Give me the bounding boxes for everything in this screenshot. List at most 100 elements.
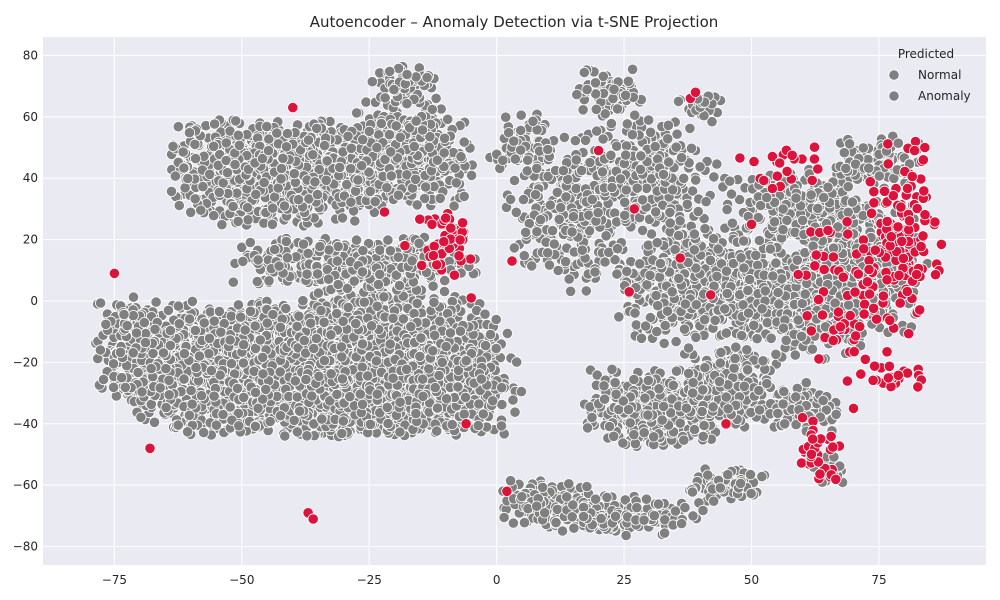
normal-point xyxy=(294,405,306,417)
normal-point xyxy=(118,308,130,321)
normal-point xyxy=(429,329,441,341)
normal-point xyxy=(440,340,452,353)
normal-point xyxy=(417,373,429,385)
normal-point xyxy=(203,332,216,344)
normal-point xyxy=(325,329,337,341)
normal-point xyxy=(444,327,456,339)
normal-point xyxy=(231,382,244,394)
y-tick-label: −80 xyxy=(13,540,38,554)
normal-point xyxy=(178,373,190,385)
normal-point xyxy=(252,402,264,414)
normal-point xyxy=(315,304,327,317)
normal-point xyxy=(454,325,466,337)
data-points xyxy=(90,60,948,542)
normal-point xyxy=(507,394,519,406)
normal-point xyxy=(257,368,269,380)
normal-point xyxy=(291,320,303,332)
normal-point xyxy=(364,418,376,430)
normal-point xyxy=(208,390,220,402)
normal-point xyxy=(331,388,343,400)
normal-point xyxy=(337,415,349,427)
normal-point xyxy=(434,315,446,327)
x-tick-label: −25 xyxy=(357,573,382,587)
normal-point xyxy=(116,372,128,384)
normal-point xyxy=(475,373,487,385)
normal-point xyxy=(501,327,513,339)
normal-point xyxy=(405,321,417,333)
normal-point xyxy=(163,374,175,386)
normal-point xyxy=(238,391,250,403)
normal-point xyxy=(254,334,266,346)
x-tick-label: 25 xyxy=(616,573,631,587)
normal-point xyxy=(235,311,247,323)
normal-point xyxy=(305,317,317,329)
normal-point xyxy=(370,355,382,367)
normal-point xyxy=(138,316,150,329)
normal-point xyxy=(365,320,378,332)
normal-point xyxy=(132,366,144,379)
normal-point xyxy=(312,287,324,299)
normal-point xyxy=(264,415,276,428)
normal-point xyxy=(496,382,508,394)
normal-point xyxy=(431,402,444,414)
normal-point xyxy=(190,361,202,374)
normal-point xyxy=(244,305,257,317)
normal-point xyxy=(233,420,245,432)
normal-point xyxy=(484,328,497,341)
normal-point xyxy=(342,301,354,313)
normal-point xyxy=(279,430,291,442)
normal-point xyxy=(157,347,170,359)
normal-point xyxy=(127,291,140,303)
normal-point xyxy=(487,395,499,407)
normal-point xyxy=(249,320,261,332)
normal-point xyxy=(189,324,201,337)
normal-point xyxy=(186,398,198,410)
normal-point xyxy=(336,373,349,385)
normal-point xyxy=(163,389,175,401)
normal-point xyxy=(325,368,337,380)
normal-point xyxy=(387,372,399,384)
normal-point xyxy=(238,339,250,351)
normal-point xyxy=(291,426,303,438)
normal-point xyxy=(316,413,328,425)
normal-point xyxy=(198,426,210,439)
normal-point xyxy=(172,300,184,312)
normal-point xyxy=(429,381,441,394)
normal-point xyxy=(431,425,443,437)
normal-point xyxy=(94,344,107,356)
normal-point xyxy=(423,363,435,375)
normal-point xyxy=(95,297,107,309)
normal-point xyxy=(378,291,390,303)
normal-point xyxy=(308,342,320,355)
normal-point xyxy=(186,295,198,307)
normal-point xyxy=(224,334,236,346)
normal-point xyxy=(288,414,300,426)
normal-point xyxy=(400,363,413,375)
normal-point xyxy=(205,365,217,377)
normal-point xyxy=(495,420,508,432)
normal-point xyxy=(280,302,292,315)
normal-point xyxy=(417,390,429,402)
normal-point xyxy=(237,357,249,369)
normal-point xyxy=(490,313,502,326)
normal-point xyxy=(479,339,492,352)
normal-point xyxy=(100,318,112,330)
normal-point xyxy=(173,318,185,330)
normal-point xyxy=(452,381,464,393)
normal-point xyxy=(300,373,312,386)
normal-point xyxy=(139,336,152,349)
normal-point xyxy=(298,334,310,347)
normal-point xyxy=(185,384,197,397)
normal-point xyxy=(196,390,208,402)
normal-point xyxy=(114,346,127,358)
x-tick-label: 75 xyxy=(871,573,886,587)
normal-point xyxy=(440,393,453,405)
normal-point xyxy=(239,324,251,336)
y-tick-label: 0 xyxy=(30,294,38,308)
normal-point xyxy=(394,396,406,408)
normal-point xyxy=(459,391,472,403)
normal-point xyxy=(217,408,229,421)
normal-point xyxy=(472,419,484,432)
normal-point xyxy=(97,373,110,386)
